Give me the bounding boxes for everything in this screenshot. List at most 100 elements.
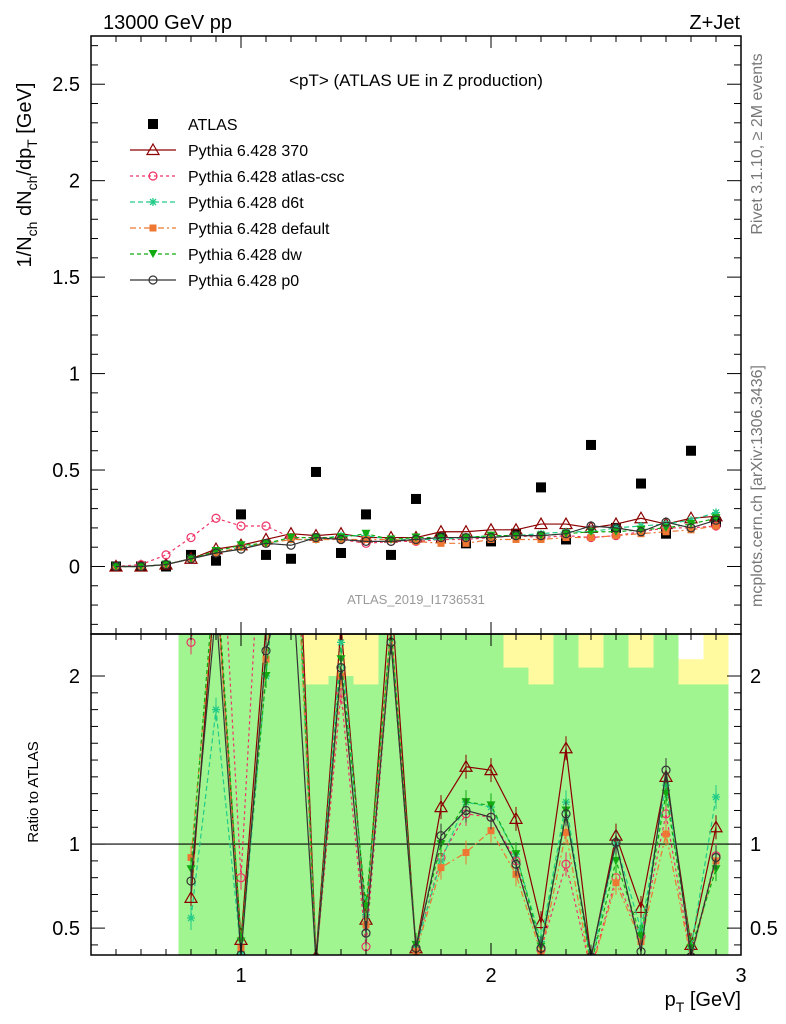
ratio-point-pythia-6-428-d6t [337, 638, 345, 647]
data-point-pythia-6-428-p0 [336, 534, 346, 545]
ratio-point-pythia-6-428-370 [285, 334, 297, 345]
data-point-pythia-6-428-p0 [486, 532, 496, 543]
uncertainty-band-inner [378, 634, 404, 955]
data-point-pythia-6-428-p0 [386, 536, 396, 547]
ratio-point-pythia-6-428-370 [558, 741, 574, 754]
ratio-point-pythia-6-428-dw [611, 856, 621, 865]
legend: ATLAS Pythia 6.428 370 Pythia 6.428 atlas-… [130, 117, 345, 290]
analysis-label: ATLAS_2019_I1736531 [347, 592, 485, 607]
ratio-line-pythia-6-428-atlas-csc [190, 634, 717, 955]
ratio-point-pythia-6-428-p0 [611, 837, 621, 847]
data-point-pythia-6-428-370 [558, 516, 574, 530]
legend-item-pythia-6-428-atlas-csc: Pythia 6.428 atlas-csc [130, 169, 345, 186]
data-point-atlas [586, 439, 596, 450]
ratio-point-pythia-6-428-dw [236, 937, 246, 946]
legend-marker [148, 250, 158, 258]
ratio-point-pythia-6-428-p0 [486, 812, 496, 822]
ratio-point-pythia-6-428-default [462, 848, 470, 856]
data-point-pythia-6-428-p0 [636, 527, 646, 537]
ratio-point-pythia-6-428-p0 [212, 605, 220, 613]
ratio-point-pythia-6-428-default [588, 968, 595, 975]
legend-label: Pythia 6.428 default [188, 221, 330, 238]
ratio-point-pythia-6-428-default [662, 830, 670, 838]
y-tick-label: 2.5 [52, 74, 80, 96]
legend-label: Pythia 6.428 d6t [188, 195, 304, 212]
legend-label: Pythia 6.428 p0 [188, 273, 299, 290]
legend-item-atlas: ATLAS [148, 117, 238, 134]
data-point-pythia-6-428-default [687, 526, 695, 534]
xlabel: pT [GeV] [665, 989, 741, 1015]
data-point-pythia-6-428-p0 [536, 531, 546, 541]
data-point-atlas [411, 493, 421, 504]
ratio-point-pythia-6-428-atlas-csc [262, 420, 270, 428]
data-point-atlas [286, 553, 296, 564]
ratio-point-pythia-6-428-370 [508, 811, 524, 824]
data-point-pythia-6-428-p0 [361, 536, 371, 547]
data-point-pythia-6-428-atlas-csc [161, 550, 171, 560]
y-tick-label: 1 [69, 364, 80, 386]
ratio-point-pythia-6-428-d6t [712, 793, 720, 802]
ratio-point-pythia-6-428-370 [183, 890, 199, 903]
ratio-point-pythia-6-428-p0 [312, 958, 320, 966]
ratio-point-pythia-6-428-p0 [636, 947, 646, 955]
ratio-point-pythia-6-428-370 [210, 569, 222, 580]
data-point-atlas [686, 445, 696, 456]
x-tick-label: 1 [235, 965, 246, 987]
legend-marker [145, 142, 161, 156]
data-point-pythia-6-428-atlas-csc [186, 532, 196, 543]
data-point-pythia-6-428-p0 [586, 521, 596, 531]
ratio-y-tick-label-right: 1 [750, 834, 761, 856]
ratio-point-pythia-6-428-p0 [436, 831, 446, 841]
ratio-point-pythia-6-428-p0 [561, 809, 571, 819]
data-point-pythia-6-428-default [462, 539, 470, 547]
uncertainty-band-inner [278, 634, 304, 955]
legend-label: Pythia 6.428 dw [188, 247, 302, 264]
ratio-point-pythia-6-428-default [437, 864, 445, 872]
series-pythia-6-428-p0 [111, 515, 721, 572]
data-point-atlas [236, 509, 246, 520]
data-point-pythia-6-428-p0 [261, 538, 271, 548]
bottom-ylabel: Ratio to ATLAS [25, 741, 42, 842]
legend-item-pythia-6-428-d6t: Pythia 6.428 d6t [130, 195, 304, 212]
ratio-point-pythia-6-428-d6t [587, 961, 595, 969]
top-ylabel: 1/Nch dNch/dpT [GeV] [14, 83, 40, 268]
x-tick-label: 2 [485, 965, 496, 987]
data-point-pythia-6-428-dw [361, 529, 371, 538]
x-tick-label: 3 [735, 965, 746, 987]
ratio-line-pythia-6-428-370 [190, 634, 717, 955]
ratio-point-pythia-6-428-d6t [212, 705, 220, 714]
ratio-point-pythia-6-428-370 [433, 799, 449, 813]
data-point-pythia-6-428-p0 [161, 559, 171, 570]
ratio-point-pythia-6-428-p0 [361, 928, 371, 938]
data-point-atlas [211, 555, 221, 566]
ratio-point-pythia-6-428-370 [483, 762, 499, 776]
ratio-line-pythia-6-428-default [190, 634, 717, 955]
data-point-pythia-6-428-p0 [311, 532, 321, 543]
ratio-point-pythia-6-428-default [288, 420, 295, 427]
ratio-y-tick-label: 2 [69, 666, 80, 688]
header-left-label: 13000 GeV pp [103, 12, 232, 34]
ratio-point-pythia-6-428-dw [312, 958, 321, 966]
legend-marker [149, 198, 157, 206]
uncertainty-band-inner [603, 634, 629, 955]
data-point-pythia-6-428-default [362, 535, 370, 543]
ratio-point-pythia-6-428-dw [587, 961, 596, 969]
y-tick-label: 0 [69, 556, 80, 578]
ratio-point-pythia-6-428-d6t [287, 420, 295, 428]
data-point-pythia-6-428-p0 [211, 548, 221, 558]
data-point-pythia-6-428-default [712, 522, 720, 530]
ratio-point-pythia-6-428-p0 [511, 859, 521, 869]
ratio-line-pythia-6-428-p0 [190, 634, 717, 955]
legend-label: Pythia 6.428 atlas-csc [188, 169, 345, 186]
data-point-pythia-6-428-370 [533, 516, 549, 530]
data-point-pythia-6-428-p0 [561, 529, 571, 539]
ratio-point-pythia-6-428-atlas-csc [561, 859, 571, 869]
uncertainty-band-inner [428, 634, 454, 955]
data-point-pythia-6-428-atlas-csc [211, 513, 221, 523]
uncertainty-band-inner [328, 676, 354, 955]
ratio-point-pythia-6-428-p0 [261, 646, 271, 656]
ratio-point-pythia-6-428-370 [633, 900, 649, 914]
header-right-label: Z+Jet [689, 12, 740, 34]
ratio-point-pythia-6-428-default [313, 960, 320, 967]
data-point-pythia-6-428-dw [286, 533, 296, 542]
